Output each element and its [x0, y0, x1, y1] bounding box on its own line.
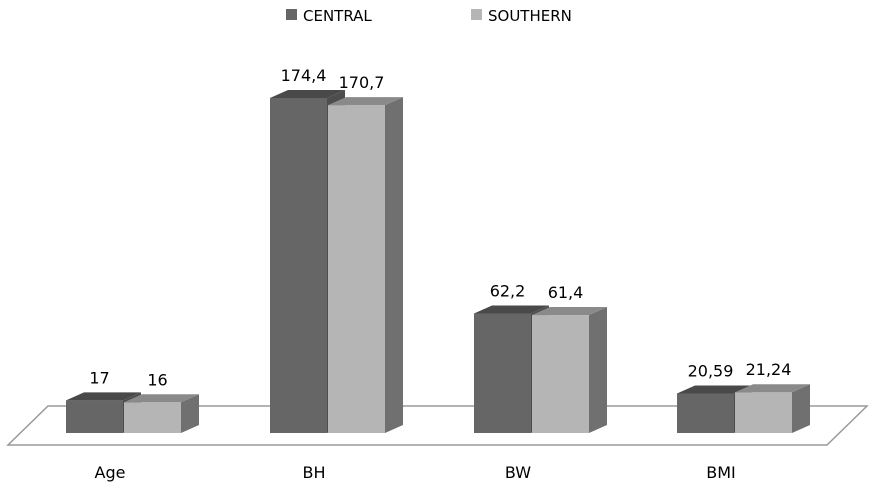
- bar-top-southern-age: [124, 394, 199, 403]
- category-label-bw: BW: [505, 463, 531, 482]
- bar-front-southern-bw: [532, 315, 589, 433]
- bar-side-southern-bh: [385, 97, 403, 433]
- bar-top-southern-bmi: [735, 384, 810, 393]
- bar-front-southern-age: [124, 402, 181, 433]
- value-label-southern-bh: 170,7: [339, 73, 385, 92]
- value-label-southern-bw: 61,4: [548, 283, 584, 302]
- value-label-southern-age: 16: [147, 370, 167, 389]
- bar-front-southern-bmi: [735, 392, 792, 433]
- chart-floor: [6, 405, 869, 446]
- legend-label-central: CENTRAL: [303, 7, 372, 25]
- value-labels-group: 17 16 174,4 170,7 62,2 61,4 20,59 21,24: [89, 66, 791, 389]
- bar-side-southern-bmi: [792, 384, 810, 433]
- category-labels-group: Age BH BW BMI: [95, 463, 736, 482]
- value-label-central-bh: 174,4: [281, 66, 327, 85]
- bar-top-southern-bw: [532, 307, 607, 316]
- bar-side-southern-age: [181, 394, 199, 433]
- value-label-central-bw: 62,2: [490, 282, 526, 301]
- bar-front-central-age: [66, 400, 123, 433]
- legend: CENTRAL SOUTHERN: [286, 7, 572, 25]
- bar-top-southern-bh: [328, 97, 403, 106]
- bar-southern-bmi: [735, 384, 810, 433]
- bars-group: [66, 90, 810, 433]
- bar-top-central-age: [66, 392, 141, 401]
- bar-front-central-bw: [474, 313, 531, 433]
- bar-side-southern-bw: [589, 307, 607, 433]
- bar-front-southern-bh: [328, 105, 385, 433]
- legend-swatch-southern: [471, 9, 482, 20]
- legend-swatch-central: [286, 9, 297, 20]
- value-label-central-bmi: 20,59: [688, 361, 734, 380]
- bar-southern-age: [124, 394, 199, 433]
- value-label-southern-bmi: 21,24: [746, 360, 792, 379]
- bar-front-central-bmi: [677, 393, 734, 433]
- bar-southern-bw: [532, 307, 607, 433]
- bar-top-central-bmi: [677, 385, 752, 394]
- bar-southern-bh: [328, 97, 403, 433]
- category-label-bmi: BMI: [706, 463, 736, 482]
- value-label-central-age: 17: [89, 368, 109, 387]
- bar-top-central-bh: [270, 90, 345, 98]
- bar-front-central-bh: [270, 98, 327, 433]
- bar-top-central-bw: [474, 305, 549, 314]
- category-label-bh: BH: [302, 463, 325, 482]
- category-label-age: Age: [95, 463, 126, 482]
- legend-label-southern: SOUTHERN: [488, 7, 572, 25]
